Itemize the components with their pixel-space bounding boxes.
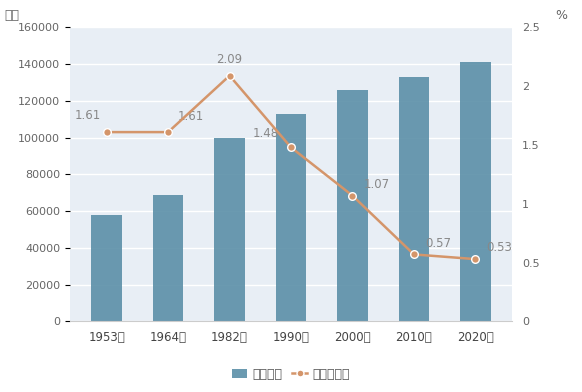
年均增长率 [103,130,110,134]
Text: 1.07: 1.07 [364,178,389,191]
Line: 年均增长率: 年均增长率 [103,72,479,263]
年均增长率 [165,130,172,134]
Text: 0.57: 0.57 [425,237,451,250]
年均增长率 [226,73,233,78]
Bar [152,195,183,321]
Text: %: % [555,9,567,22]
Text: 1.48: 1.48 [253,127,279,140]
年均增长率 [349,193,356,198]
年均增长率 [472,257,479,261]
Bar [399,77,429,321]
Text: 万人: 万人 [5,9,20,22]
Text: 1.61: 1.61 [178,110,204,123]
Bar [276,114,306,321]
Bar [214,138,245,321]
Text: 1.61: 1.61 [75,109,101,122]
Text: 0.53: 0.53 [487,241,512,254]
年均增长率 [288,145,294,150]
Legend: 全国人口, 年均增长率: 全国人口, 年均增长率 [227,363,355,386]
Bar [460,62,491,321]
Bar [337,90,368,321]
Text: 2.09: 2.09 [217,53,243,66]
年均增长率 [410,252,417,257]
Bar [91,215,122,321]
